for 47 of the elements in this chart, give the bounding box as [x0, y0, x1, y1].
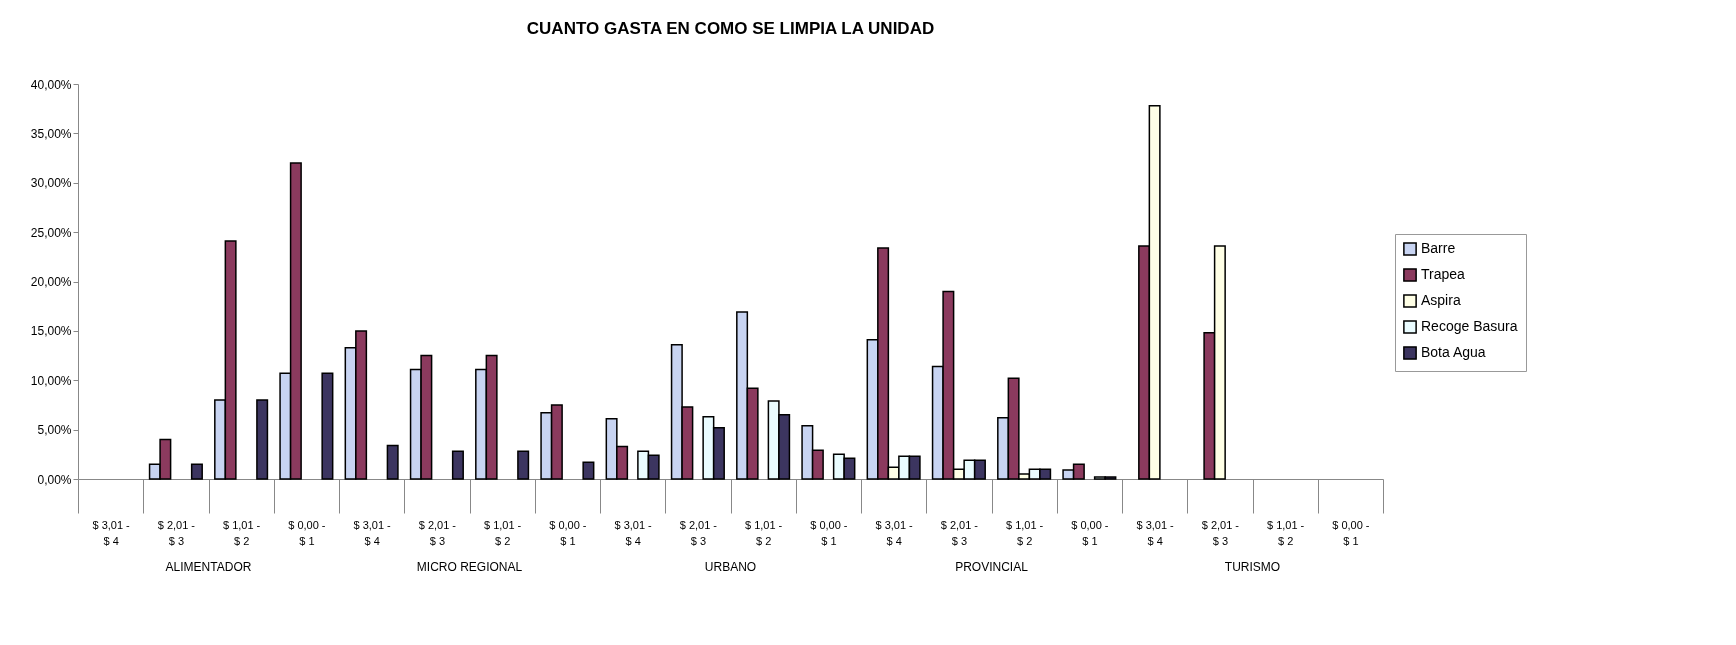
y-tick-label: 25,00%	[30, 225, 72, 240]
text: ALIMENTADOR	[165, 560, 252, 574]
y-tick-label: 15,00%	[30, 324, 72, 339]
bar	[190, 463, 203, 480]
bar	[256, 399, 269, 480]
y-tick-label: 0,00%	[37, 472, 72, 487]
y-tick-label: 30,00%	[30, 176, 72, 191]
bar	[582, 461, 595, 480]
x-tick-label: $ 1,01 - $ 2	[483, 518, 522, 547]
x-tick-label: $ 3,01 - $ 4	[353, 518, 392, 547]
x-tick-label: $ 0,00 - $ 1	[288, 518, 326, 547]
x-tick-label: $ 0,00 - $ 1	[1332, 518, 1370, 547]
y-tick-label: 10,00%	[30, 373, 72, 388]
y-tick-label: 20,00%	[30, 275, 72, 289]
x-tick-label: $ 2,01 - $ 3	[679, 518, 718, 547]
legend-label: Bota Agua	[1421, 344, 1486, 360]
text: MICRO REGIONAL	[416, 560, 523, 574]
x-tick-label: $ 0,00 - $ 1	[810, 518, 848, 547]
text: TURISMO	[1224, 560, 1281, 574]
text: PROVINCIAL	[955, 560, 1029, 574]
x-tick-label: $ 0,00 - $ 1	[1071, 518, 1109, 547]
x-tick-label: $ 2,01 - $ 3	[940, 518, 979, 547]
y-tick-label: 35,00%	[30, 126, 72, 141]
x-tick-label: $ 2,01 - $ 3	[1201, 518, 1240, 547]
y-tick-label: 40,00%	[30, 77, 72, 92]
bar	[517, 450, 530, 480]
x-tick-label: $ 3,01 - $ 4	[92, 518, 131, 547]
x-tick-label: $ 3,01 - $ 4	[614, 518, 653, 547]
legend-label: Barre	[1421, 240, 1456, 256]
legend-label: Trapea	[1421, 266, 1466, 282]
x-tick-label: $ 3,01 - $ 4	[875, 518, 914, 547]
x-tick-label: $ 1,01 - $ 2	[1005, 518, 1044, 547]
text: URBANO	[704, 560, 757, 574]
bar	[321, 372, 334, 480]
x-tick-label: $ 1,01 - $ 2	[744, 518, 783, 547]
chart-title: CUANTO GASTA EN COMO SE LIMPIA LA UNIDAD	[526, 19, 935, 38]
y-tick-label: 5,00%	[37, 423, 72, 438]
legend-label: Recoge Basura	[1421, 318, 1518, 334]
x-tick-label: $ 2,01 - $ 3	[157, 518, 196, 547]
legend-label: Aspira	[1421, 292, 1461, 308]
bar	[451, 450, 464, 480]
bar	[386, 444, 399, 480]
x-tick-label: $ 3,01 - $ 4	[1136, 518, 1175, 547]
x-tick-label: $ 1,01 - $ 2	[1266, 518, 1305, 547]
x-tick-label: $ 1,01 - $ 2	[222, 518, 261, 547]
x-tick-label: $ 0,00 - $ 1	[549, 518, 587, 547]
x-tick-label: $ 2,01 - $ 3	[418, 518, 457, 547]
